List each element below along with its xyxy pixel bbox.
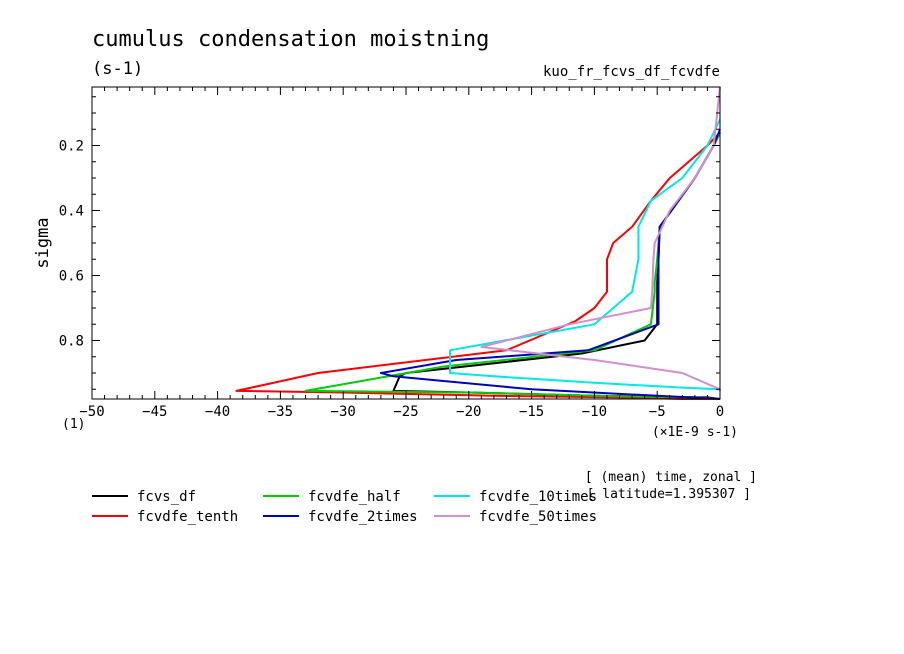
- y-axis-units: (1): [62, 417, 85, 432]
- x-tick-label: 0: [716, 404, 724, 420]
- x-tick-label: −30: [331, 404, 356, 420]
- y-tick-label: 0.6: [59, 269, 84, 285]
- x-tick-label: −15: [519, 404, 544, 420]
- x-tick-label: −50: [79, 404, 104, 420]
- y-tick-label: 0.4: [59, 204, 84, 220]
- legend-label-fcvdfe_10times: fcvdfe_10times: [479, 489, 597, 505]
- legend-label-fcvdfe_2times: fcvdfe_2times: [308, 509, 418, 525]
- plot-frame: [91, 86, 721, 400]
- y-axis-label: sigma: [33, 217, 53, 268]
- series-line-fcvdfe_tenth: [235, 131, 721, 400]
- x-axis-units: (×1E-9 s-1): [652, 425, 738, 440]
- annotation-line-1: [ (mean) time, zonal ]: [585, 470, 757, 485]
- x-tick-label: −10: [582, 404, 607, 420]
- series-line-fcvdfe_10times: [449, 119, 721, 391]
- x-tick-label: −25: [393, 404, 418, 420]
- x-tick-label: −35: [268, 404, 293, 420]
- chart-title: cumulus condensation moistning: [92, 27, 489, 52]
- legend-label-fcvdfe_half: fcvdfe_half: [308, 489, 401, 505]
- legend-label-fcvdfe_50times: fcvdfe_50times: [479, 509, 597, 525]
- x-tick-label: −5: [649, 404, 666, 420]
- legend-label-fcvs_df: fcvs_df: [137, 489, 196, 505]
- x-tick-label: −40: [205, 404, 230, 420]
- y-tick-label: 0.2: [59, 139, 84, 155]
- chart-units: (s-1): [92, 59, 143, 79]
- y-tick-label: 0.8: [59, 334, 84, 350]
- series-line-fcvdfe_50times: [480, 86, 721, 391]
- chart-variable-name: kuo_fr_fcvs_df_fcvdfe: [543, 64, 720, 80]
- annotation-line-2: [ latitude=1.395307 ]: [587, 487, 751, 502]
- x-tick-label: −45: [142, 404, 167, 420]
- x-tick-label: −20: [456, 404, 481, 420]
- legend-label-fcvdfe_tenth: fcvdfe_tenth: [137, 509, 238, 525]
